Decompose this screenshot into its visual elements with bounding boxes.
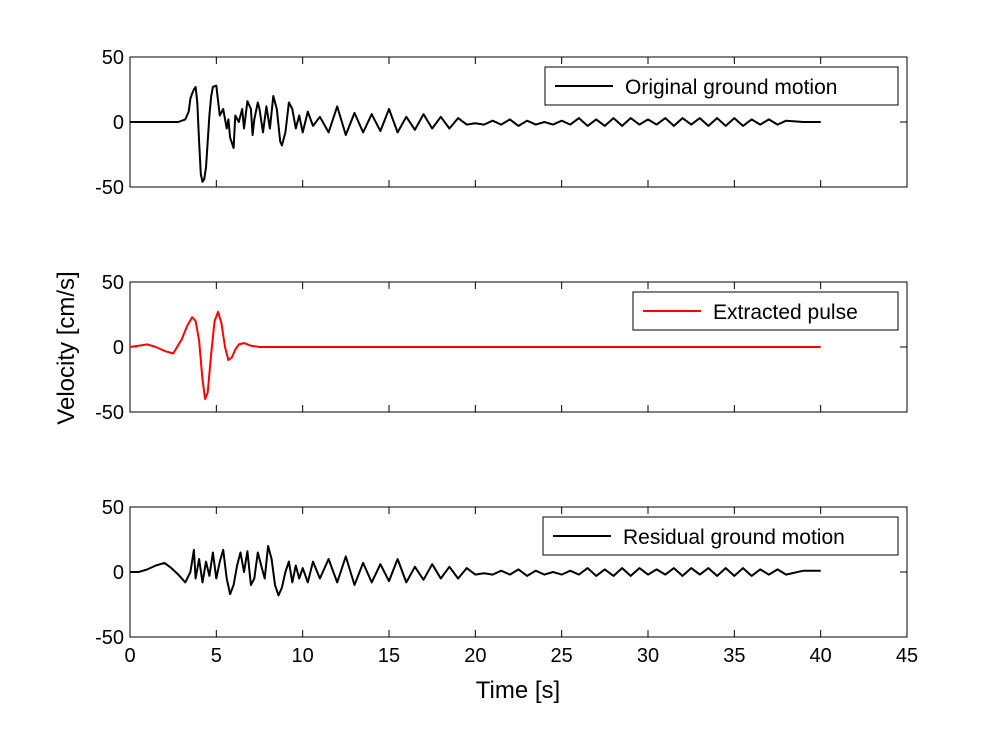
y-axis-label: Velocity [cm/s] [53, 271, 80, 424]
subplot-original: -50 0 50 Original ground motion [95, 47, 908, 199]
y-tick-label: 50 [102, 497, 124, 519]
x-tick-label: 10 [292, 645, 314, 667]
y-tick-label: -50 [95, 627, 124, 649]
x-tick-label: 20 [464, 645, 486, 667]
legend-pulse: Extracted pulse [632, 291, 899, 331]
x-tick-label: 25 [551, 645, 573, 667]
x-tick-label: 35 [723, 645, 745, 667]
y-tick-label: 0 [113, 337, 124, 359]
x-tick-label: 5 [211, 645, 222, 667]
x-axis-label: Time [s] [476, 677, 560, 704]
legend-label: Original ground motion [625, 76, 837, 99]
x-tick-label: 0 [124, 645, 135, 667]
series-line-pulse [129, 310, 821, 400]
subplot-pulse: -50 0 50 Extracted pulse [95, 272, 908, 424]
y-tick-label: -50 [95, 402, 124, 424]
legend-label: Residual ground motion [623, 526, 845, 549]
legend-residual: Residual ground motion [542, 516, 899, 556]
legend-label: Extracted pulse [713, 301, 858, 324]
y-tick-label: 0 [113, 112, 124, 134]
y-tick-label: 50 [102, 47, 124, 69]
x-tick-label: 30 [637, 645, 659, 667]
series-line-original [130, 84, 821, 183]
y-tick-label: -50 [95, 177, 124, 199]
series-line-residual [130, 545, 821, 597]
x-tick-label: 45 [896, 645, 918, 667]
x-tick-label: 15 [378, 645, 400, 667]
legend-original: Original ground motion [544, 66, 899, 106]
y-tick-label: 50 [102, 272, 124, 294]
x-tick-label: 40 [810, 645, 832, 667]
y-tick-label: 0 [113, 562, 124, 584]
